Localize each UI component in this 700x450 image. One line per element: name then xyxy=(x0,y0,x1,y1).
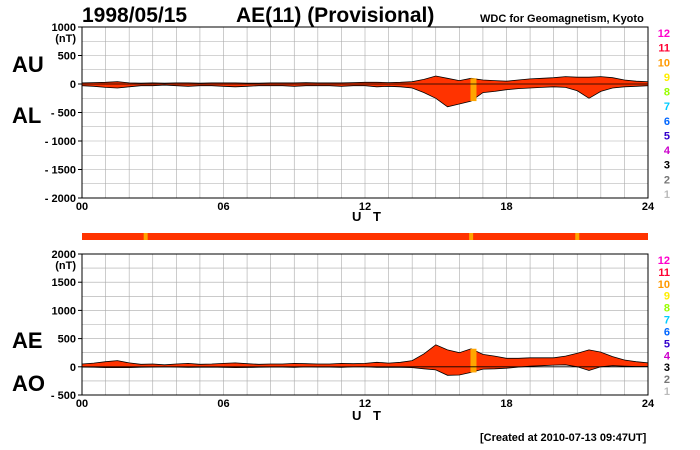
station-count-legend-item: 1 xyxy=(664,386,670,398)
x-tick-label: 06 xyxy=(217,398,229,410)
x-tick-label: 18 xyxy=(500,201,512,213)
station-count-legend-item: 1 xyxy=(664,189,670,201)
al-label: AL xyxy=(12,103,42,128)
date-label: 1998/05/15 xyxy=(82,4,188,27)
data-quality-bar xyxy=(82,233,648,240)
station-count-legend-item: 2 xyxy=(664,174,670,186)
y-tick-label: 1500 xyxy=(52,277,76,289)
station-count-legend-item: 12 xyxy=(658,28,670,40)
station-count-legend-item: 6 xyxy=(664,326,670,338)
data-quality-mark xyxy=(575,233,580,240)
x-tick-label: 00 xyxy=(76,201,88,213)
quality-mark xyxy=(470,78,477,102)
unit-label: (nT) xyxy=(55,33,76,45)
station-count-legend-item: 8 xyxy=(664,303,670,315)
organization-label: WDC for Geomagnetism, Kyoto xyxy=(480,13,644,25)
x-tick-label: 24 xyxy=(642,201,655,213)
station-count-legend-item: 4 xyxy=(664,145,671,157)
station-count-legend-item: 9 xyxy=(664,72,670,84)
y-tick-label: - 2000 xyxy=(45,193,76,205)
created-timestamp: [Created at 2010-07-13 09:47UT] xyxy=(480,432,647,444)
station-count-legend-item: 10 xyxy=(658,279,670,291)
x-tick-label: 12 xyxy=(359,398,371,410)
au-label: AU xyxy=(12,52,44,77)
x-axis-title-bottom: U T xyxy=(352,408,385,423)
y-tick-label: 1000 xyxy=(52,305,76,317)
station-count-legend-item: 3 xyxy=(664,160,670,172)
plot-frame-1 xyxy=(81,253,649,396)
station-count-legend-item: 5 xyxy=(664,338,670,350)
station-count-legend-item: 7 xyxy=(664,315,670,327)
station-count-legend-item: 7 xyxy=(664,101,670,113)
y-tick-label: 2000 xyxy=(52,249,76,261)
station-count-legend-item: 6 xyxy=(664,116,670,128)
quality-mark xyxy=(470,348,477,373)
station-count-legend-item: 11 xyxy=(658,43,670,55)
ae-label: AE xyxy=(12,328,43,353)
unit-label: (nT) xyxy=(55,260,76,272)
y-tick-label: 500 xyxy=(58,51,76,63)
station-count-legend-item: 11 xyxy=(658,267,670,279)
x-tick-label: 24 xyxy=(642,398,655,410)
x-axis-title-top: U T xyxy=(352,209,385,224)
grid-panel-0 xyxy=(81,26,649,199)
y-tick-label: - 1500 xyxy=(45,165,76,177)
ao-label: AO xyxy=(12,371,45,396)
station-count-legend-item: 2 xyxy=(664,374,670,386)
y-tick-label: - 1000 xyxy=(45,136,76,148)
y-tick-label: 500 xyxy=(58,334,76,346)
x-tick-label: 12 xyxy=(359,201,371,213)
y-tick-label: - 500 xyxy=(51,108,76,120)
station-count-legend-item: 12 xyxy=(658,255,670,267)
y-tick-label: 1000 xyxy=(52,22,76,34)
grid-panel-1 xyxy=(81,253,649,396)
station-count-legend-item: 9 xyxy=(664,291,670,303)
x-tick-label: 18 xyxy=(500,398,512,410)
station-count-legend-item: 4 xyxy=(664,350,671,362)
chart-title: AE(11) (Provisional) xyxy=(236,4,435,27)
station-count-legend-item: 3 xyxy=(664,362,670,374)
station-count-legend-item: 5 xyxy=(664,130,670,142)
data-quality-mark xyxy=(469,233,474,240)
y-tick-label: 0 xyxy=(70,362,76,374)
data-quality-mark xyxy=(143,233,148,240)
station-count-legend-item: 8 xyxy=(664,87,670,99)
station-count-legend-item: 10 xyxy=(658,57,670,69)
y-tick-label: 0 xyxy=(70,79,76,91)
x-tick-label: 06 xyxy=(217,201,229,213)
x-tick-label: 00 xyxy=(76,398,88,410)
y-tick-label: - 500 xyxy=(51,390,76,402)
